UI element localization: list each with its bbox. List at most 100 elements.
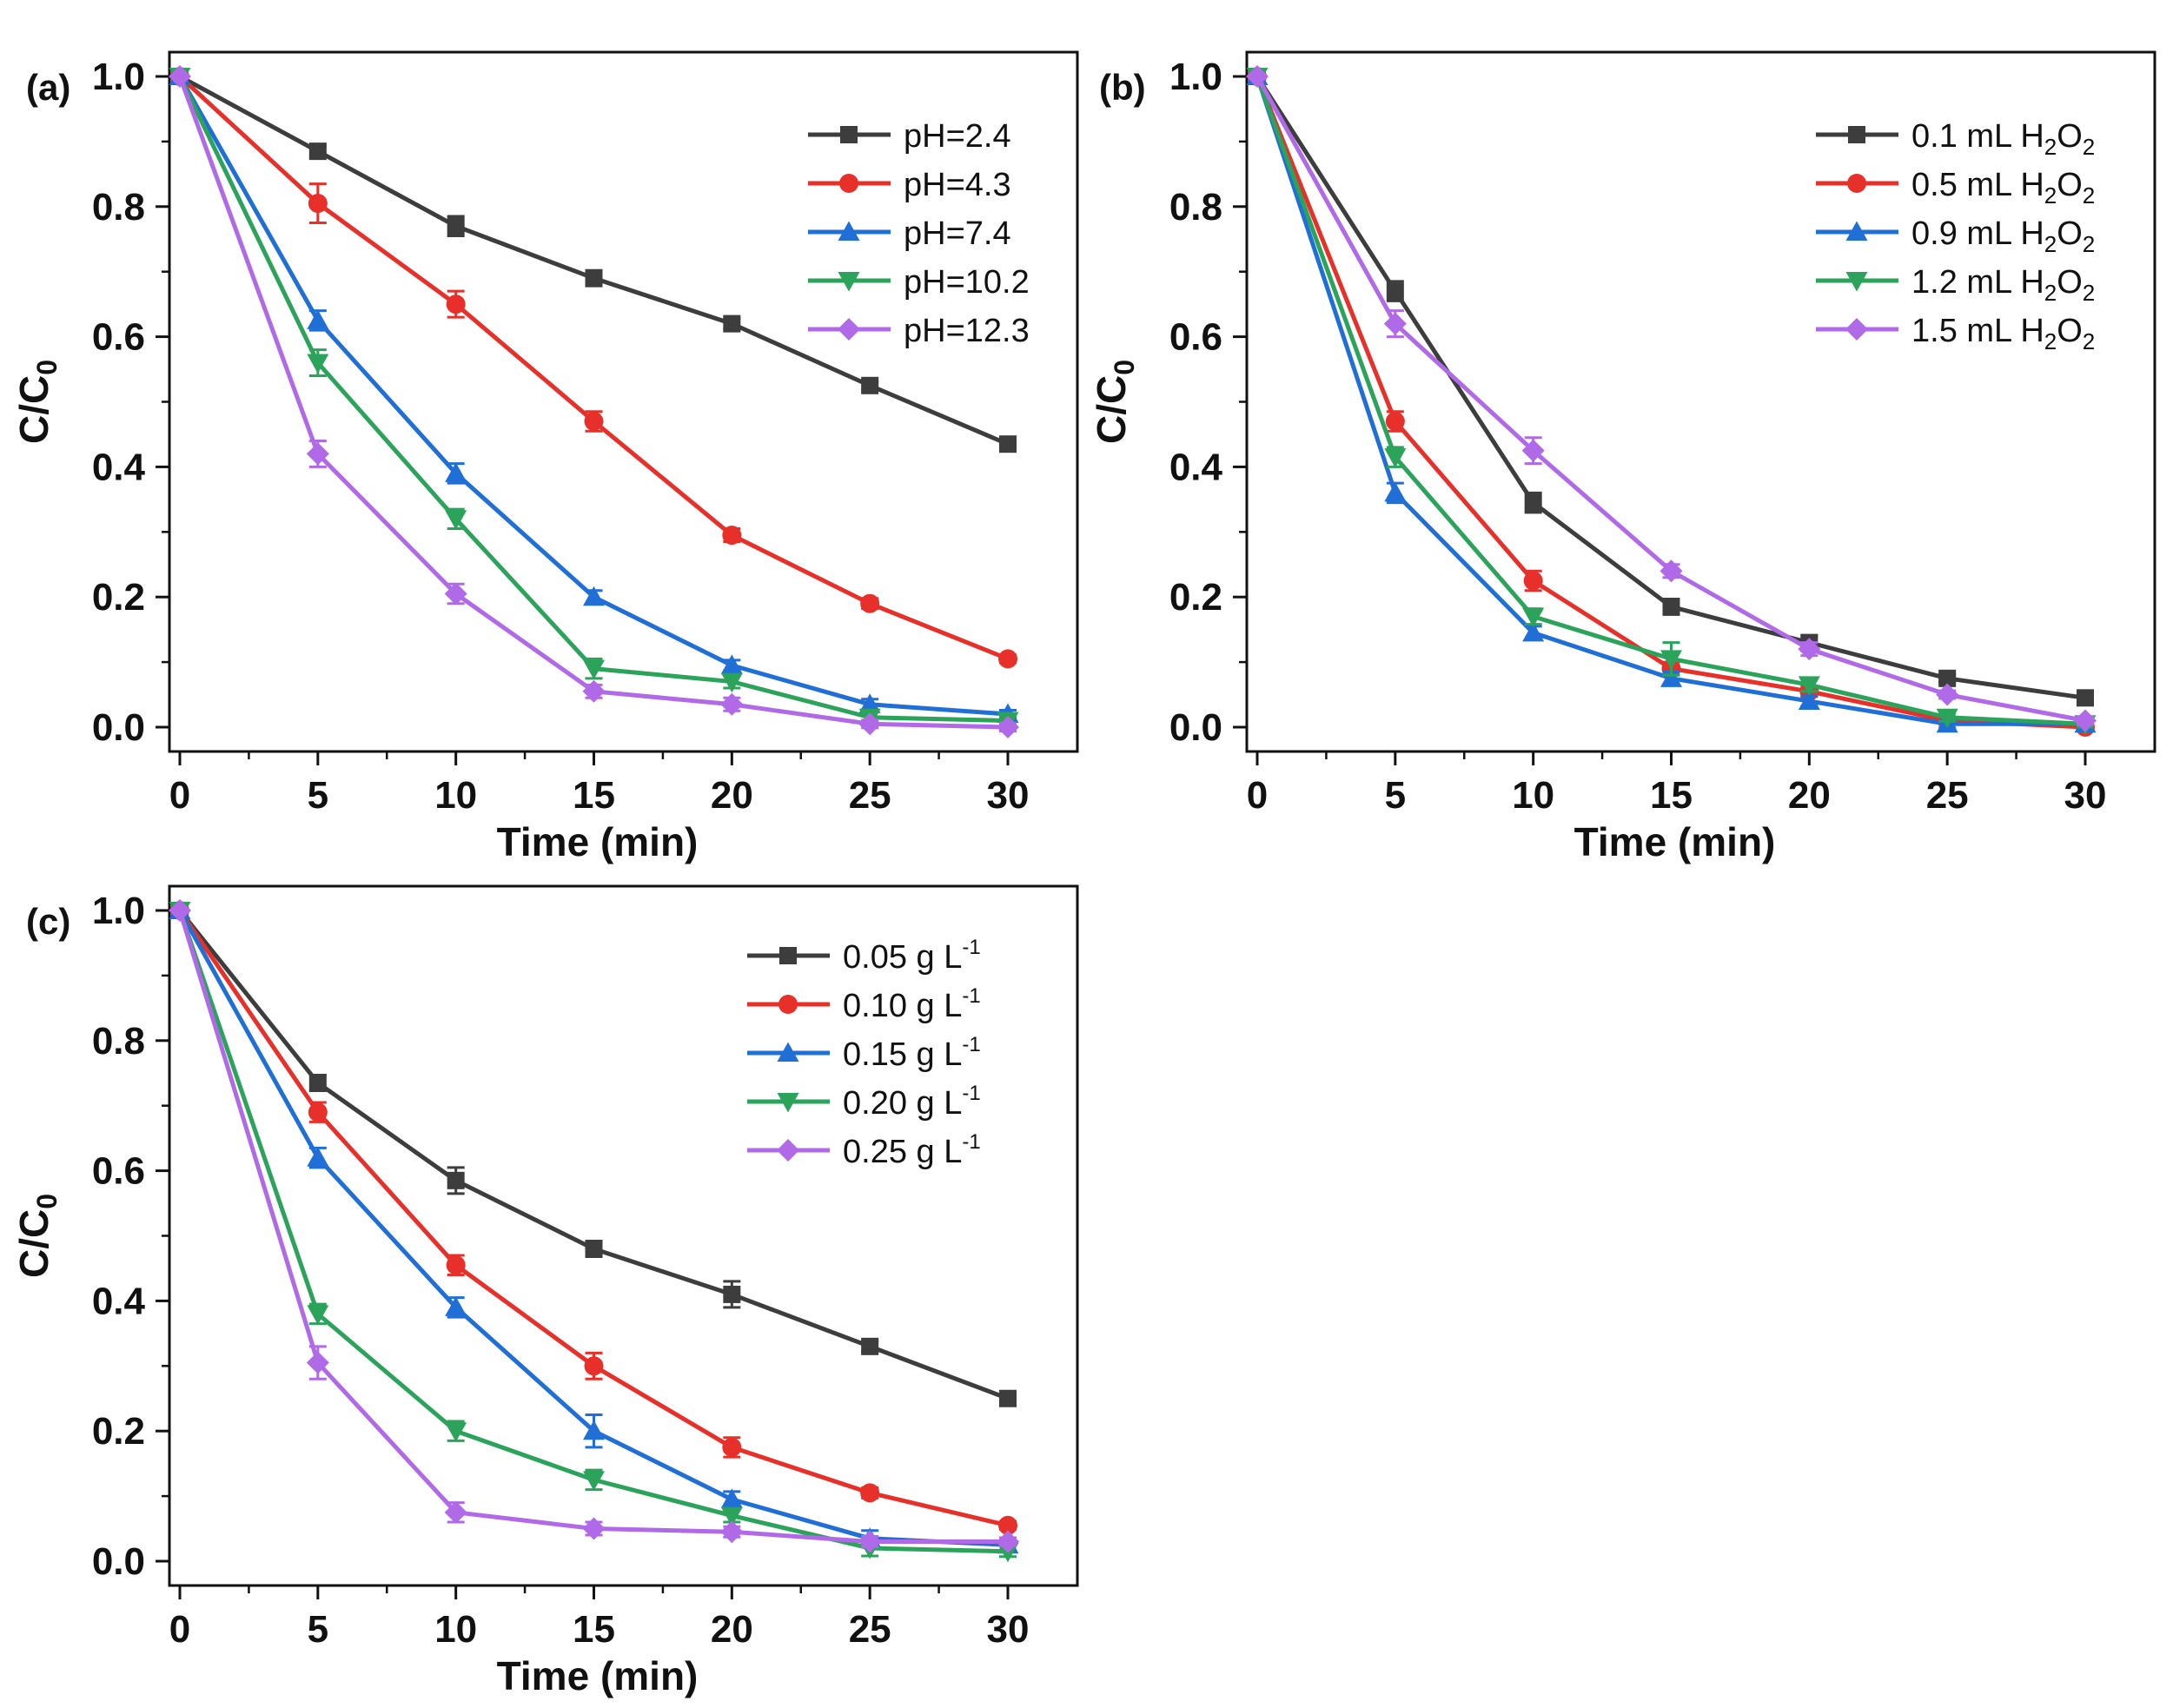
data-point: [307, 1305, 329, 1325]
data-point: [720, 692, 744, 716]
x-tick-label: 25: [849, 774, 891, 817]
data-point: [723, 314, 741, 333]
legend-swatch-marker: [839, 174, 858, 193]
data-point: [306, 1351, 329, 1374]
legend-swatch-marker: [777, 1042, 799, 1062]
data-point: [445, 1422, 467, 1442]
legend-label-subscript: 2: [2044, 328, 2057, 354]
series-diamond: [169, 899, 1019, 1553]
y-tick-label: 0.4: [92, 1280, 146, 1322]
x-tick-label: 30: [987, 774, 1030, 817]
legend-label: pH=4.3: [904, 167, 1011, 203]
y-tick-label: 0.8: [92, 1020, 145, 1063]
legend-label: 0.25 g L-1: [843, 1130, 981, 1170]
data-point: [1386, 282, 1404, 301]
legend-label-tail: O: [2057, 313, 2083, 349]
legend-swatch-marker: [838, 272, 860, 292]
data-point: [720, 1506, 743, 1527]
data-point: [444, 1500, 467, 1524]
legend-swatch-marker: [838, 318, 860, 341]
legend-label-superscript: -1: [962, 1082, 980, 1105]
data-point: [1938, 669, 1957, 687]
data-point: [860, 1483, 880, 1503]
chart-panel-3: (c) 0 5 10 15 20 25 30 0.0 0.2 0.4 0.6 0.8 1.0 Time (m…: [11, 884, 1079, 1698]
data-point: [582, 1517, 606, 1540]
data-point: [307, 1147, 329, 1167]
legend-label-subscript: 2: [2083, 182, 2095, 209]
legend-swatch-marker: [778, 995, 798, 1014]
x-tick-label: 30: [2064, 774, 2107, 817]
data-point: [999, 1389, 1017, 1407]
y-tick-label: 0.6: [92, 1150, 145, 1193]
y-tick-label: 1.0: [92, 56, 145, 98]
x-tick-label: 15: [573, 774, 615, 817]
y-axis-title: C/C0: [11, 360, 63, 444]
data-point: [858, 712, 882, 736]
data-point: [583, 659, 605, 680]
data-point: [308, 1074, 327, 1092]
data-point: [858, 1530, 882, 1553]
data-point: [583, 586, 605, 606]
x-tick-label: 0: [169, 774, 190, 817]
data-point: [307, 354, 329, 374]
legend-swatch-marker: [779, 947, 797, 964]
y-tick-label: 0.2: [1169, 576, 1222, 619]
x-tick-label: 0: [169, 1608, 190, 1651]
y-tick-label: 0.0: [1169, 706, 1222, 749]
y-axis-title-subscript: 0: [31, 1194, 63, 1209]
legend-label: 0.05 g L-1: [843, 936, 981, 976]
data-point: [446, 1255, 466, 1275]
data-point: [308, 194, 328, 214]
data-point: [1522, 607, 1545, 628]
x-tick-label: 15: [1650, 774, 1693, 817]
x-tick-label: 0: [1247, 774, 1268, 817]
legend-label-tail: O: [2057, 215, 2083, 252]
data-point: [997, 716, 1019, 738]
legend-swatch-marker: [777, 1093, 799, 1113]
data-point: [997, 1530, 1019, 1553]
y-axis-title-subscript: 0: [31, 360, 63, 375]
data-point: [1521, 439, 1545, 462]
y-tick-label: 0.8: [1169, 186, 1222, 228]
data-point: [1798, 690, 1820, 711]
x-tick-label: 25: [1926, 774, 1969, 817]
legend-label-superscript: -1: [962, 936, 980, 959]
data-point: [722, 1437, 742, 1457]
x-tick-label: 10: [1512, 774, 1554, 817]
data-point: [723, 1285, 741, 1303]
data-point: [583, 1420, 605, 1440]
data-point: [720, 672, 743, 693]
data-point: [1522, 621, 1545, 642]
legend-label: 0.10 g L-1: [843, 984, 981, 1024]
data-point: [999, 435, 1017, 453]
legend-label: 1.2 mL H2O2: [1911, 264, 2095, 306]
data-point: [861, 1337, 879, 1355]
y-tick-label: 1.0: [1169, 56, 1222, 98]
data-point: [445, 510, 467, 530]
data-point: [1660, 667, 1682, 687]
data-point: [1385, 411, 1405, 431]
x-tick-label: 25: [849, 1608, 891, 1651]
data-point: [1384, 448, 1407, 468]
data-point: [998, 649, 1017, 669]
legend-label-tail: O: [2057, 167, 2083, 203]
x-tick-label: 5: [308, 1608, 328, 1651]
x-axis-title: Time (min): [497, 819, 699, 864]
data-point: [447, 217, 465, 235]
panel-label: (a): [26, 67, 70, 108]
data-point: [861, 376, 879, 394]
data-point: [1523, 571, 1543, 591]
legend-label-subscript: 2: [2083, 134, 2095, 160]
y-tick-label: 1.0: [92, 890, 145, 932]
legend-label: pH=2.4: [904, 118, 1011, 155]
y-tick-label: 0.0: [92, 706, 145, 749]
data-point: [169, 899, 191, 922]
x-tick-label: 30: [987, 1608, 1030, 1651]
legend-label: pH=10.2: [904, 264, 1030, 301]
data-point: [1383, 312, 1407, 335]
data-point: [720, 654, 743, 674]
data-point: [444, 582, 467, 606]
data-point: [1660, 650, 1682, 670]
y-tick-label: 0.2: [92, 576, 145, 619]
data-point: [1660, 559, 1683, 583]
